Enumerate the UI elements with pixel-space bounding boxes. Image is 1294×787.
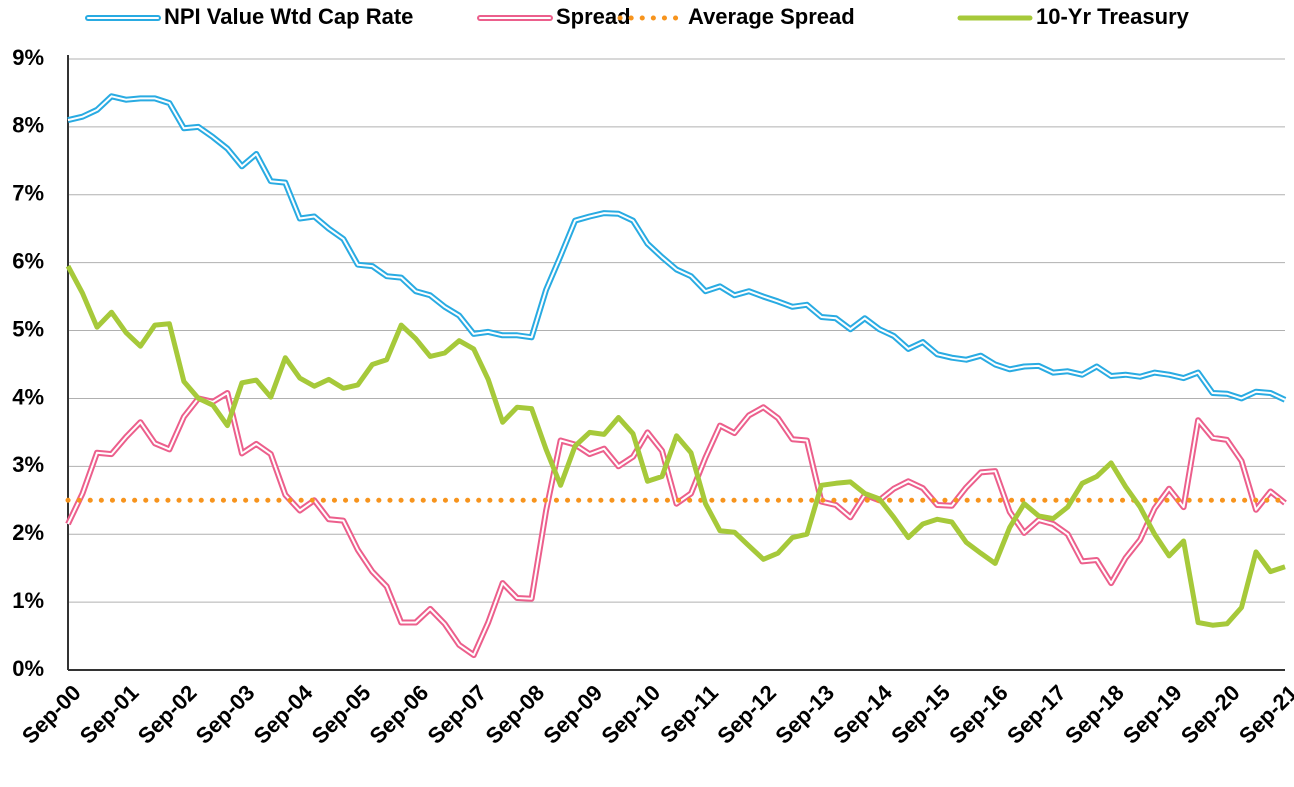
y-tick-label: 5% (12, 316, 44, 341)
x-tick-label: Sep-02 (133, 680, 202, 749)
x-tick-label: Sep-09 (539, 680, 608, 749)
x-tick-label: Sep-07 (423, 680, 492, 749)
legend-label: 10-Yr Treasury (1036, 4, 1190, 29)
legend-label: Average Spread (688, 4, 855, 29)
y-tick-label: 6% (12, 248, 44, 273)
x-tick-label: Sep-03 (191, 680, 260, 749)
legend-item: NPI Value Wtd Cap Rate (85, 4, 413, 29)
legend-item: Average Spread (617, 4, 855, 29)
y-tick-label: 4% (12, 384, 44, 409)
x-tick-label: Sep-06 (365, 680, 434, 749)
y-tick-label: 7% (12, 181, 44, 206)
x-tick-label: Sep-00 (17, 680, 86, 749)
line-core (67, 392, 1286, 657)
line-core (67, 95, 1286, 401)
x-tick-label: Sep-12 (712, 680, 781, 749)
x-tick-label: Sep-16 (944, 680, 1013, 749)
x-tick-label: Sep-21 (1234, 680, 1294, 749)
series-line (65, 264, 1286, 628)
x-tick-label: Sep-05 (307, 680, 376, 749)
y-tick-label: 0% (12, 656, 44, 681)
legend-item: Spread (477, 4, 631, 29)
x-tick-label: Sep-20 (1176, 680, 1245, 749)
x-tick-label: Sep-11 (655, 680, 723, 748)
x-tick-label: Sep-13 (770, 680, 839, 749)
x-tick-label: Sep-18 (1060, 680, 1129, 749)
legend-label: NPI Value Wtd Cap Rate (164, 4, 413, 29)
y-tick-label: 9% (12, 45, 44, 70)
y-tick-label: 2% (12, 520, 44, 545)
x-tick-label: Sep-04 (249, 679, 318, 748)
series-line (65, 390, 1287, 659)
y-tick-label: 3% (12, 452, 44, 477)
x-tick-label: Sep-08 (481, 680, 550, 749)
y-tick-label: 8% (12, 113, 44, 138)
x-tick-label: Sep-19 (1118, 680, 1187, 749)
series-line (67, 93, 1287, 403)
y-tick-label: 1% (12, 588, 44, 613)
x-tick-label: Sep-15 (886, 680, 955, 749)
legend-item: 10-Yr Treasury (957, 4, 1190, 29)
x-tick-label: Sep-14 (828, 679, 897, 748)
x-tick-label: Sep-17 (1002, 680, 1071, 749)
x-tick-label: Sep-01 (75, 680, 144, 749)
x-tick-label: Sep-10 (596, 680, 665, 749)
